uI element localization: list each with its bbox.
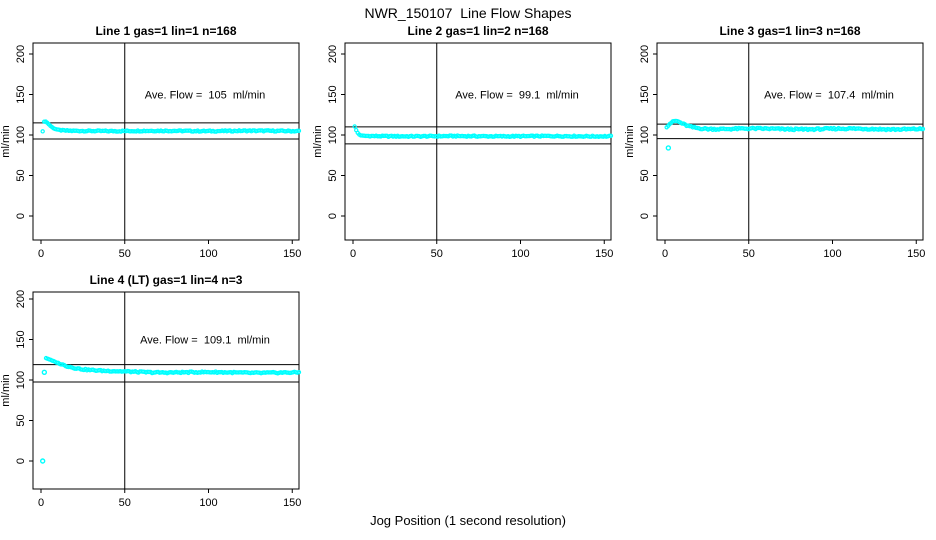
x-tick-label: 0 (662, 248, 668, 260)
y-axis-unit-label: ml/min (624, 125, 636, 157)
y-tick-label: 200 (15, 290, 27, 308)
outlier-point (39, 458, 46, 464)
x-tick-label: 150 (595, 248, 613, 260)
flow-point (352, 124, 357, 129)
y-tick-label: 50 (15, 414, 27, 426)
y-tick-label: 50 (639, 169, 651, 181)
y-tick-label: 150 (15, 330, 27, 348)
plot-box (32, 42, 300, 241)
x-tick-label: 50 (119, 248, 131, 260)
x-tick-label: 150 (283, 248, 301, 260)
y-tick-label: 0 (15, 213, 27, 219)
data-points (352, 124, 614, 140)
data-points (39, 355, 302, 464)
flow-point (608, 133, 614, 139)
x-tick-label: 0 (38, 248, 44, 260)
y-tick-label: 50 (15, 169, 27, 181)
x-tick-label: 0 (38, 497, 44, 509)
panel-title: Line 4 (LT) gas=1 lin=4 n=3 (90, 273, 243, 287)
x-tick-label: 50 (743, 248, 755, 260)
x-tick-label: 150 (907, 248, 925, 260)
y-tick-label: 200 (327, 45, 339, 63)
y-tick-label: 0 (327, 213, 339, 219)
data-points (40, 119, 302, 134)
plot-box (656, 42, 924, 241)
panel-title: Line 1 gas=1 lin=1 n=168 (95, 24, 236, 38)
y-tick-label: 200 (639, 45, 651, 63)
y-tick-label: 100 (639, 126, 651, 144)
flow-point (295, 128, 300, 134)
y-axis-unit-label: ml/min (312, 125, 324, 157)
y-tick-label: 100 (15, 126, 27, 144)
ave-flow-annotation: Ave. Flow = 109.1 ml/min (140, 335, 270, 347)
panel-line1: Line 1 gas=1 lin=1 n=168 0 50 100 150 0 50 100 1… (0, 24, 301, 260)
flow-point (920, 126, 926, 132)
x-tick-label: 100 (511, 248, 529, 260)
plot-box (32, 291, 300, 490)
panel-line2: Line 2 gas=1 lin=2 n=168 0 50 100 150 0 50 100 1… (312, 24, 613, 260)
flow-point (296, 128, 302, 134)
ave-flow-annotation: Ave. Flow = 105 ml/min (145, 90, 266, 102)
x-tick-label: 0 (350, 248, 356, 260)
ave-flow-annotation: Ave. Flow = 107.4 ml/min (764, 90, 894, 102)
panel-line4: Line 4 (LT) gas=1 lin=4 n=3 0 50 100 150 0 50 1… (0, 273, 301, 509)
y-tick-label: 150 (15, 85, 27, 103)
data-points (664, 118, 926, 151)
panel-title: Line 2 gas=1 lin=2 n=168 (407, 24, 548, 38)
y-tick-label: 100 (327, 126, 339, 144)
x-tick-label: 50 (431, 248, 443, 260)
plot-box (344, 42, 612, 241)
panel-title: Line 3 gas=1 lin=3 n=168 (719, 24, 860, 38)
x-tick-label: 100 (823, 248, 841, 260)
y-axis-unit-label: ml/min (0, 374, 12, 406)
y-tick-label: 0 (15, 458, 27, 464)
flow-point (296, 370, 302, 375)
y-tick-label: 50 (327, 169, 339, 181)
figure-title: NWR_150107 Line Flow Shapes (364, 5, 572, 21)
flow-point (40, 129, 45, 134)
y-tick-label: 150 (639, 85, 651, 103)
y-tick-label: 200 (15, 45, 27, 63)
x-tick-label: 50 (119, 497, 131, 509)
y-tick-label: 150 (327, 85, 339, 103)
x-tick-label: 100 (199, 497, 217, 509)
ave-flow-annotation: Ave. Flow = 99.1 ml/min (455, 90, 579, 102)
y-tick-label: 0 (639, 213, 651, 219)
x-tick-label: 150 (283, 497, 301, 509)
outlier-point (41, 369, 48, 376)
y-axis-unit-label: ml/min (0, 125, 12, 157)
x-axis-label: Jog Position (1 second resolution) (370, 513, 566, 528)
x-tick-label: 100 (199, 248, 217, 260)
y-tick-label: 100 (15, 371, 27, 389)
panel-line3: Line 3 gas=1 lin=3 n=168 0 50 100 150 0 50 100 1… (624, 24, 925, 260)
outlier-point (665, 145, 672, 151)
